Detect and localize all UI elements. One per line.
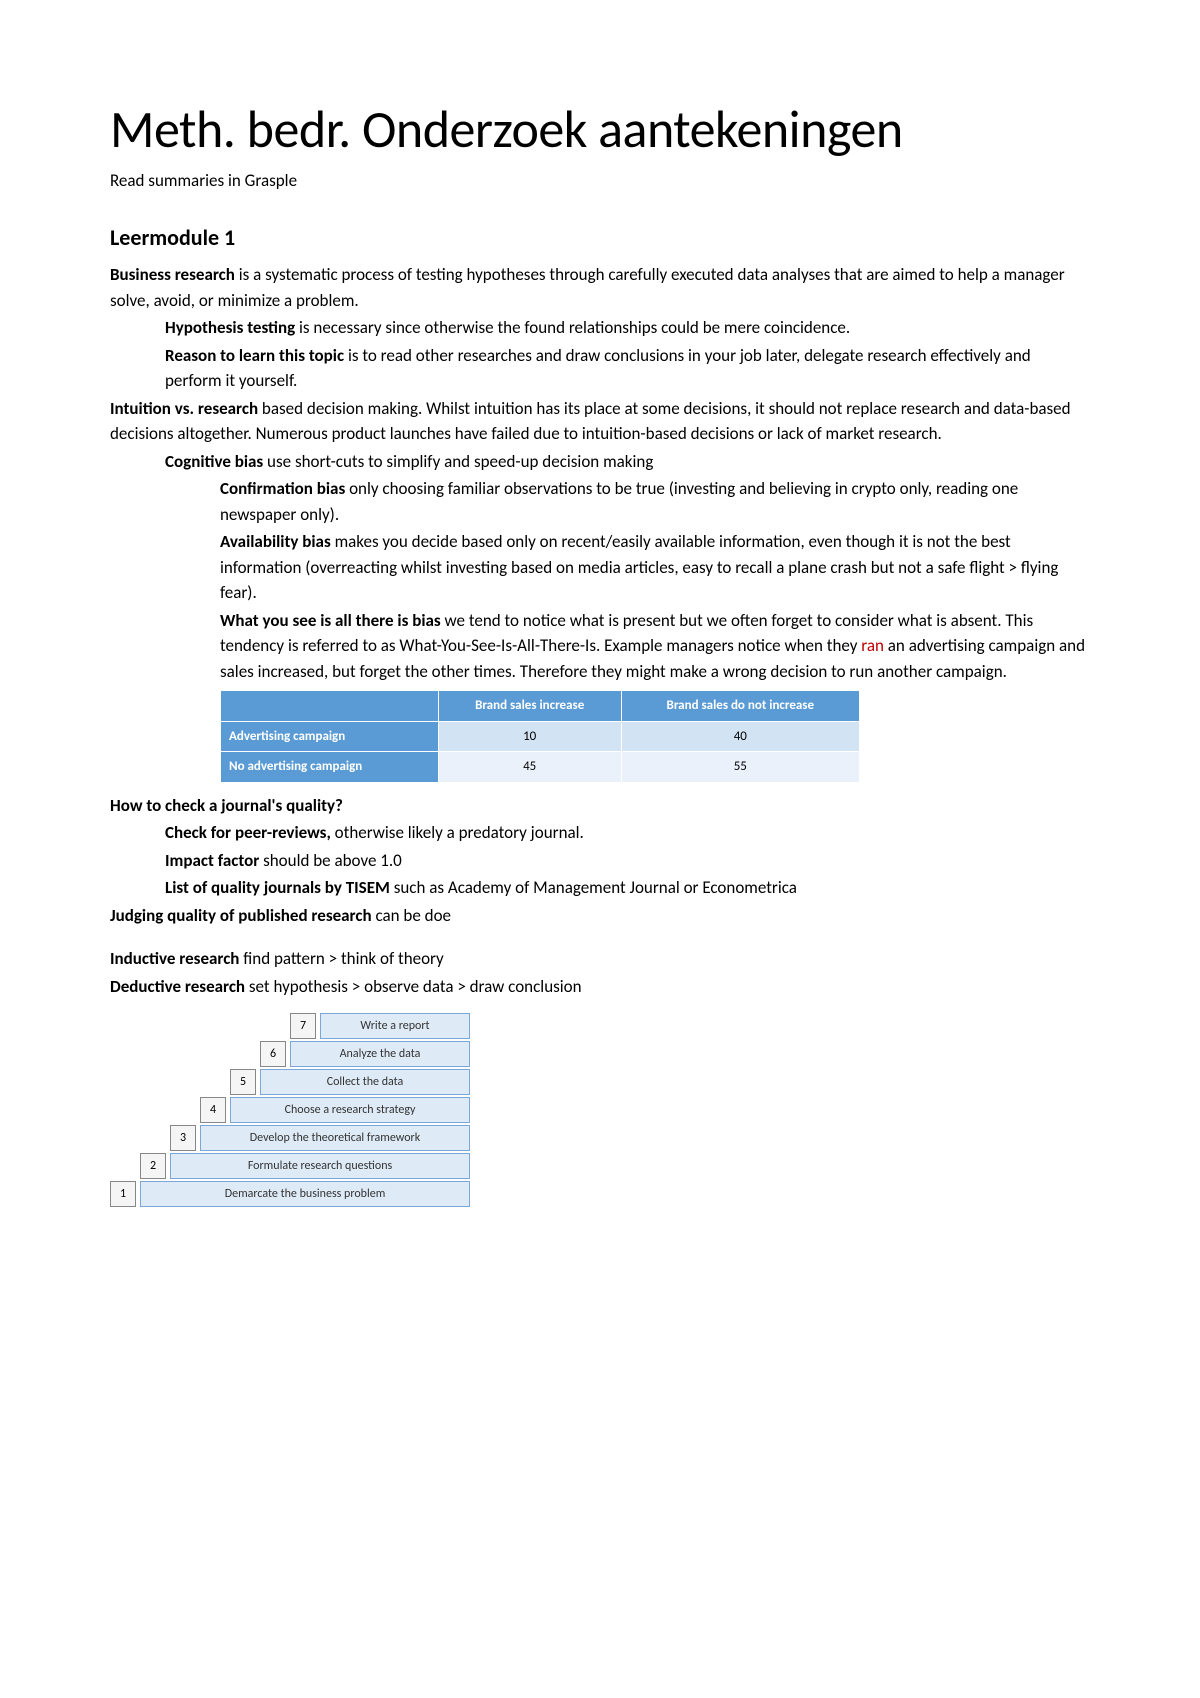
para-peer-review: Check for peer-reviews, otherwise likely… <box>110 820 1090 846</box>
step-row: 4Choose a research strategy <box>110 1097 530 1123</box>
term-deductive: Deductive research <box>110 976 245 997</box>
term-hypothesis-testing: Hypothesis testing <box>165 317 295 338</box>
table-cell: 55 <box>621 752 859 783</box>
step-number: 2 <box>140 1153 166 1179</box>
table-row-header: No advertising campaign <box>221 752 439 783</box>
step-number: 5 <box>230 1069 256 1095</box>
text: otherwise likely a predatory journal. <box>331 822 584 843</box>
text: use short-cuts to simplify and speed-up … <box>263 451 653 472</box>
step-label: Demarcate the business problem <box>140 1181 470 1207</box>
step-label: Develop the theoretical framework <box>200 1125 470 1151</box>
para-business-research: Business research is a systematic proces… <box>110 262 1090 313</box>
para-availability-bias: Availability bias makes you decide based… <box>110 529 1090 606</box>
step-row: 7Write a report <box>110 1013 530 1039</box>
text-red-ran: ran <box>861 635 884 656</box>
section-heading: Leermodule 1 <box>110 221 1090 254</box>
term-cognitive-bias: Cognitive bias <box>165 451 263 472</box>
para-wysiati-bias: What you see is all there is bias we ten… <box>110 608 1090 685</box>
table-col-header: Brand sales do not increase <box>621 691 859 722</box>
text: is necessary since otherwise the found r… <box>295 317 850 338</box>
step-number: 1 <box>110 1181 136 1207</box>
table-cell: 45 <box>438 752 621 783</box>
step-row: 2Formulate research questions <box>110 1153 530 1179</box>
term-intuition: Intuition vs. research <box>110 398 258 419</box>
step-row: 1Demarcate the business problem <box>110 1181 530 1207</box>
term-confirmation-bias: Confirmation bias <box>220 478 345 499</box>
step-number: 6 <box>260 1041 286 1067</box>
term-judging: Judging quality of published research <box>110 905 372 926</box>
para-deductive: Deductive research set hypothesis > obse… <box>110 974 1090 1000</box>
term-peer-review: Check for peer-reviews, <box>165 822 331 843</box>
heading-journal-quality: How to check a journal's quality? <box>110 793 1090 819</box>
term-business-research: Business research <box>110 264 235 285</box>
bias-table: Brand sales increase Brand sales do not … <box>220 690 860 783</box>
text: How to check a journal's quality? <box>110 795 343 816</box>
table-cell: 40 <box>621 721 859 752</box>
para-reason-to-learn: Reason to learn this topic is to read ot… <box>110 343 1090 394</box>
term-wysiati: What you see is all there is bias <box>220 610 441 631</box>
para-tisem: List of quality journals by TISEM such a… <box>110 875 1090 901</box>
step-number: 4 <box>200 1097 226 1123</box>
step-number: 7 <box>290 1013 316 1039</box>
text: is a systematic process of testing hypot… <box>110 264 1065 311</box>
step-row: 3Develop the theoretical framework <box>110 1125 530 1151</box>
term-impact-factor: Impact factor <box>165 850 259 871</box>
page-title: Meth. bedr. Onderzoek aantekeningen <box>110 100 1090 160</box>
para-hypothesis-testing: Hypothesis testing is necessary since ot… <box>110 315 1090 341</box>
para-judging-quality: Judging quality of published research ca… <box>110 903 1090 929</box>
step-label: Formulate research questions <box>170 1153 470 1179</box>
text: set hypothesis > observe data > draw con… <box>245 976 582 997</box>
text: should be above 1.0 <box>259 850 402 871</box>
term-inductive: Inductive research <box>110 948 239 969</box>
step-label: Collect the data <box>260 1069 470 1095</box>
para-confirmation-bias: Confirmation bias only choosing familiar… <box>110 476 1090 527</box>
step-label: Write a report <box>320 1013 470 1039</box>
text: can be doe <box>372 905 451 926</box>
table-col-header: Brand sales increase <box>438 691 621 722</box>
step-row: 6Analyze the data <box>110 1041 530 1067</box>
step-row: 5Collect the data <box>110 1069 530 1095</box>
table-row-header: Advertising campaign <box>221 721 439 752</box>
text: such as Academy of Management Journal or… <box>390 877 797 898</box>
term-availability-bias: Availability bias <box>220 531 331 552</box>
subtitle: Read summaries in Grasple <box>110 168 1090 194</box>
para-cognitive-bias: Cognitive bias use short-cuts to simplif… <box>110 449 1090 475</box>
para-impact-factor: Impact factor should be above 1.0 <box>110 848 1090 874</box>
table-corner <box>221 691 439 722</box>
text: makes you decide based only on recent/ea… <box>220 531 1058 603</box>
step-number: 3 <box>170 1125 196 1151</box>
term-reason: Reason to learn this topic <box>165 345 344 366</box>
steps-diagram: 7Write a report6Analyze the data5Collect… <box>110 1013 530 1207</box>
step-label: Analyze the data <box>290 1041 470 1067</box>
step-label: Choose a research strategy <box>230 1097 470 1123</box>
text: find pattern > think of theory <box>239 948 443 969</box>
para-inductive: Inductive research find pattern > think … <box>110 946 1090 972</box>
table-cell: 10 <box>438 721 621 752</box>
term-tisem: List of quality journals by TISEM <box>165 877 390 898</box>
para-intuition: Intuition vs. research based decision ma… <box>110 396 1090 447</box>
